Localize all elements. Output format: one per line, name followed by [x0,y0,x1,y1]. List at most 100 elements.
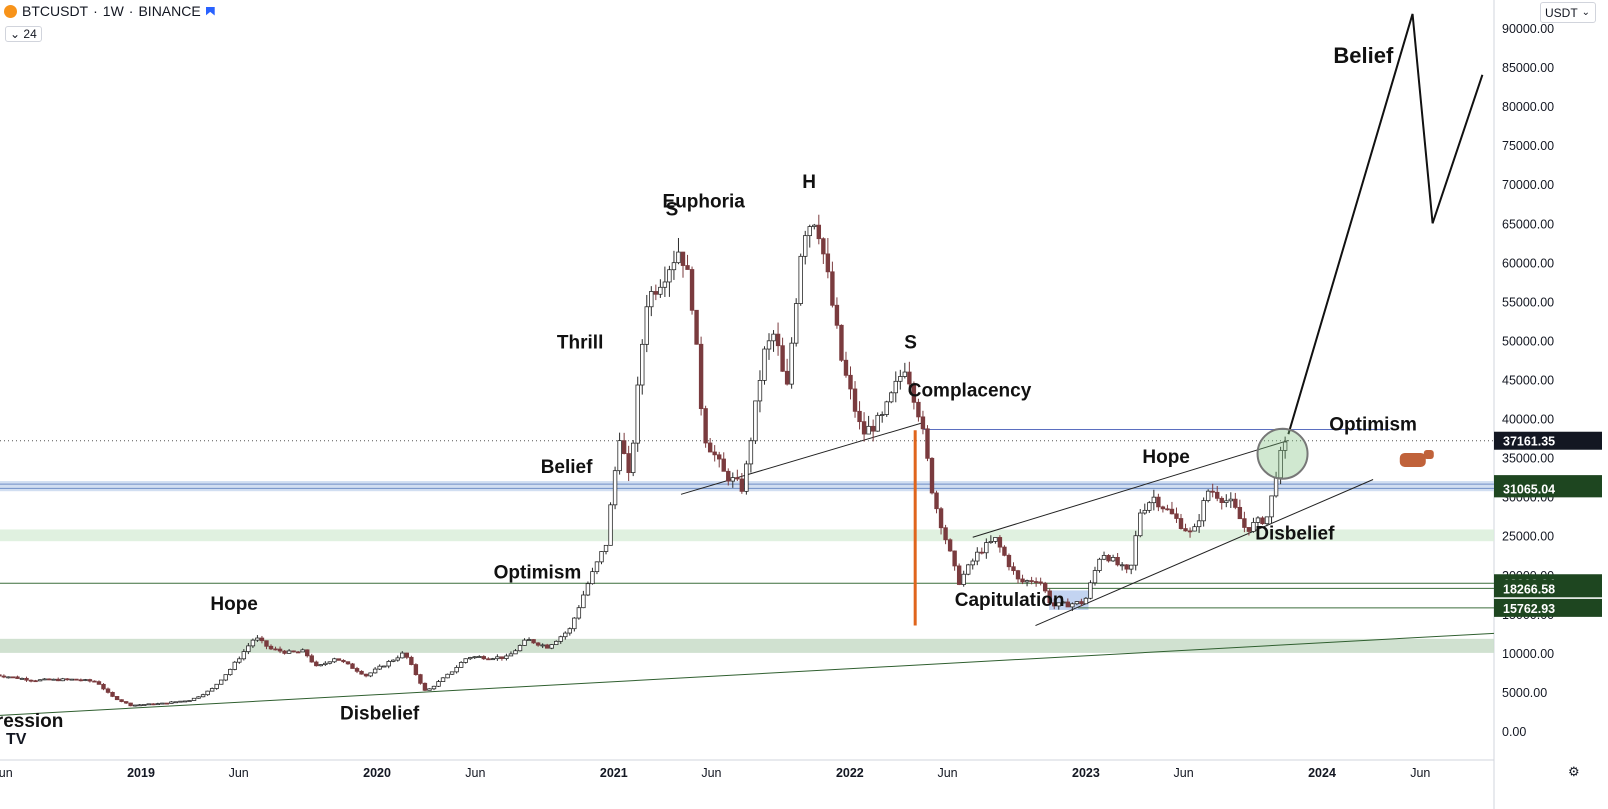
candle [1174,513,1179,519]
candle [784,370,790,385]
phase-annotation: Optimism [1329,414,1417,435]
flag-icon[interactable] [205,6,215,16]
candle [463,658,468,663]
candle [581,594,586,609]
candle [74,678,79,681]
candle [409,656,414,665]
gear-icon[interactable]: ⚙ [1568,764,1580,779]
time-tick-label: 2020 [363,766,391,780]
price-tick-label: 5000.00 [1502,686,1547,700]
candle [87,679,93,682]
candle [726,470,731,482]
interval-badge[interactable]: ⌄ 24 [5,26,42,42]
candle [1224,500,1229,503]
candle [857,410,862,423]
candle [214,683,219,689]
candle [128,702,133,707]
candle [975,551,980,562]
price-tag-label: 37161.35 [1503,435,1555,449]
candle [191,697,197,701]
symbol-label[interactable]: BTCUSDT [22,3,89,19]
candle [187,700,192,702]
candle [354,668,360,672]
green-zone-mid [0,529,1494,542]
chart-header: BTCUSDT · 1W · BINANCE [4,3,215,19]
candle [612,470,618,506]
candle [1056,602,1061,607]
candle [1196,520,1202,528]
phase-annotation: Hope [1142,447,1190,468]
candle [893,380,898,394]
phase-annotation: S [904,332,917,353]
candle [735,477,740,480]
candle [830,271,835,306]
candle [105,688,111,693]
candle [517,645,523,652]
candle [42,678,47,681]
candle [1138,512,1143,537]
candle [33,680,38,683]
candle [1006,554,1012,568]
candle [775,333,781,347]
candle [341,659,346,663]
candle [0,674,2,677]
candle [554,640,559,646]
candle [1061,601,1066,604]
price-tick-label: 85000.00 [1502,61,1554,75]
interval-label[interactable]: 1W [102,3,124,19]
candle [178,700,183,703]
candle [739,478,745,492]
candle [173,701,179,704]
candle [929,457,935,494]
candle [56,678,61,682]
candle [458,662,464,668]
candle [1038,581,1043,584]
candle [956,565,962,585]
candle [1228,498,1234,502]
candle [563,632,568,638]
candle [997,537,1003,548]
candle [617,440,622,472]
candle [993,537,998,542]
candle [866,425,871,435]
candle [250,639,256,647]
price-tick-label: 60000.00 [1502,256,1554,270]
candle [486,658,491,661]
candle [1052,602,1057,607]
price-axis[interactable] [1494,0,1608,809]
candle [1115,557,1120,566]
candle [323,662,328,665]
candle [635,384,640,444]
projection-path [1287,13,1484,435]
candle [345,661,351,665]
candle [966,564,971,575]
candle [662,281,668,288]
breakout-circle [1256,427,1309,480]
candle [182,700,188,703]
phase-annotation: Hope [210,594,258,615]
candle [812,224,817,227]
candle [576,607,582,619]
price-tick-label: 25000.00 [1502,530,1554,544]
candle [264,640,269,647]
candle [1251,522,1256,532]
candle [644,306,649,345]
candle [137,704,142,707]
currency-selector[interactable]: USDT ⌄ [1540,2,1596,23]
candle [1110,557,1116,562]
candle [1070,603,1075,608]
phase-annotation: Euphoria [663,192,746,213]
candle [825,253,831,273]
candle [404,652,410,658]
candle [228,668,233,676]
candle [1201,500,1206,522]
candle [83,679,88,681]
time-tick-label: 2021 [600,766,628,780]
price-tag-label: 15762.93 [1503,602,1555,616]
candle [603,544,609,552]
candle [60,678,65,682]
candle [300,649,305,653]
price-tick-label: 65000.00 [1502,217,1554,231]
candle [19,677,25,680]
